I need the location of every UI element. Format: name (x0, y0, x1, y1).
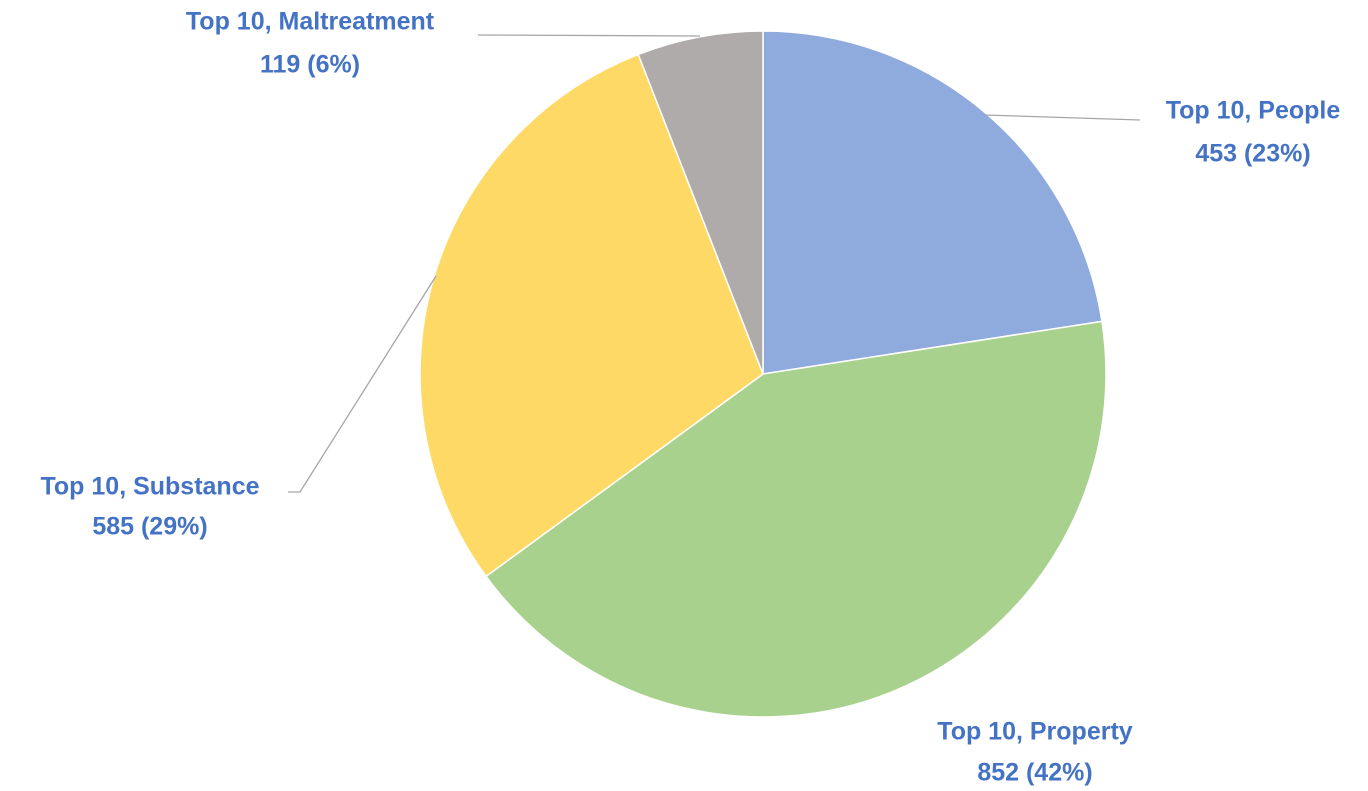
data-label-category: Top 10, People (1166, 97, 1341, 125)
leader-line (477, 34, 701, 37)
data-label-value: 453 (23%) (1195, 140, 1310, 168)
data-label-category: Top 10, Property (937, 718, 1133, 746)
data-label-category: Top 10, Substance (40, 473, 259, 501)
data-label-value: 119 (6%) (260, 51, 360, 79)
data-label-value: 852 (42%) (977, 759, 1092, 787)
leader-line (288, 275, 437, 493)
leader-line (984, 114, 1141, 121)
pie-slice (762, 30, 1103, 375)
pie-slice (637, 30, 764, 375)
pie-slice (484, 320, 1107, 718)
data-label-value: 585 (29%) (92, 513, 207, 541)
pie-slice (419, 53, 764, 578)
data-label-category: Top 10, Maltreatment (186, 8, 435, 36)
